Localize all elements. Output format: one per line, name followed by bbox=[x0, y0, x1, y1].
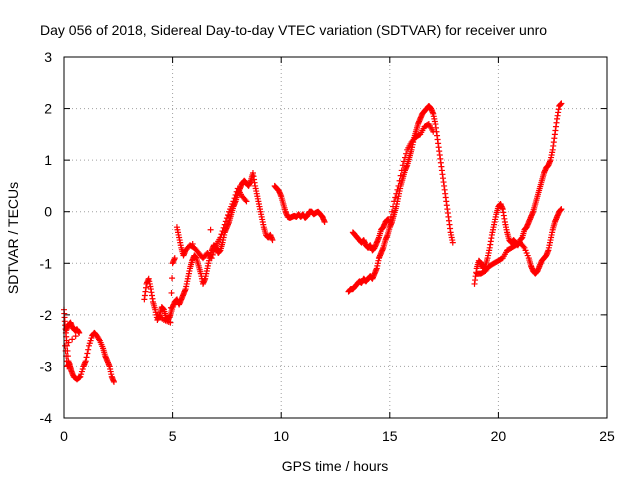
data-point bbox=[82, 358, 89, 365]
x-axis-label: GPS time / hours bbox=[282, 458, 389, 474]
data-point bbox=[84, 350, 91, 357]
y-tick-label: -2 bbox=[40, 307, 53, 323]
data-point bbox=[217, 234, 224, 241]
data-point bbox=[189, 240, 196, 247]
data-point bbox=[449, 239, 456, 246]
data-point bbox=[83, 354, 90, 361]
data-point bbox=[558, 206, 565, 213]
data-point bbox=[208, 255, 215, 262]
data-point bbox=[396, 177, 403, 184]
data-point bbox=[243, 198, 250, 205]
data-point bbox=[394, 186, 401, 193]
y-tick-label: 1 bbox=[44, 152, 52, 168]
data-point bbox=[66, 360, 73, 367]
data-point bbox=[85, 346, 92, 353]
data-point bbox=[211, 245, 218, 252]
data-point bbox=[387, 213, 394, 220]
x-tick-label: 25 bbox=[599, 428, 615, 444]
data-point bbox=[321, 219, 328, 226]
data-point bbox=[76, 329, 83, 336]
data-point bbox=[220, 224, 227, 231]
data-points bbox=[61, 100, 565, 385]
data-point bbox=[390, 203, 397, 210]
data-point bbox=[222, 218, 229, 225]
x-tick-label: 10 bbox=[273, 428, 289, 444]
chart-title: Day 056 of 2018, Sidereal Day-to-day VTE… bbox=[40, 22, 547, 38]
data-point bbox=[69, 336, 76, 343]
data-point bbox=[430, 128, 437, 135]
data-point bbox=[219, 228, 226, 235]
x-tick-label: 0 bbox=[60, 428, 68, 444]
data-point bbox=[232, 191, 239, 198]
data-point bbox=[221, 221, 228, 228]
data-point bbox=[110, 378, 117, 385]
data-point bbox=[520, 243, 527, 250]
x-tick-label: 20 bbox=[491, 428, 507, 444]
data-point bbox=[399, 162, 406, 169]
y-tick-label: -3 bbox=[40, 358, 53, 374]
data-point bbox=[402, 154, 409, 161]
data-point bbox=[62, 342, 69, 349]
data-point bbox=[386, 219, 393, 226]
y-axis-label: SDTVAR / TECUs bbox=[5, 182, 21, 294]
data-point bbox=[242, 197, 249, 204]
data-point bbox=[400, 158, 407, 165]
data-point bbox=[65, 339, 72, 346]
data-point bbox=[96, 336, 103, 343]
data-point bbox=[225, 212, 232, 219]
y-tick-label: 3 bbox=[44, 49, 52, 65]
y-tick-label: 0 bbox=[44, 204, 52, 220]
x-tick-label: 15 bbox=[382, 428, 398, 444]
data-point bbox=[403, 150, 410, 157]
plot-frame bbox=[63, 56, 608, 419]
data-point bbox=[210, 248, 217, 255]
data-point bbox=[169, 275, 176, 282]
y-tick-label: 2 bbox=[44, 101, 52, 117]
grid bbox=[64, 57, 607, 418]
data-point bbox=[209, 251, 216, 258]
data-point bbox=[388, 208, 395, 215]
data-point bbox=[397, 172, 404, 179]
data-point bbox=[558, 100, 565, 107]
y-tick-label: -1 bbox=[40, 255, 53, 271]
data-point bbox=[230, 198, 237, 205]
data-point bbox=[393, 190, 400, 197]
data-point bbox=[395, 182, 402, 189]
y-tick-label: -4 bbox=[40, 410, 53, 426]
data-point bbox=[398, 167, 405, 174]
data-point bbox=[169, 260, 176, 267]
data-point bbox=[218, 231, 225, 238]
data-point bbox=[269, 237, 276, 244]
data-point bbox=[392, 194, 399, 201]
data-point bbox=[207, 226, 214, 233]
data-point bbox=[168, 289, 175, 296]
data-point bbox=[391, 198, 398, 205]
data-point bbox=[76, 374, 83, 381]
data-point bbox=[154, 311, 161, 318]
x-tick-label: 5 bbox=[169, 428, 177, 444]
data-point bbox=[231, 195, 238, 202]
data-point bbox=[167, 304, 174, 311]
data-point bbox=[72, 333, 79, 340]
